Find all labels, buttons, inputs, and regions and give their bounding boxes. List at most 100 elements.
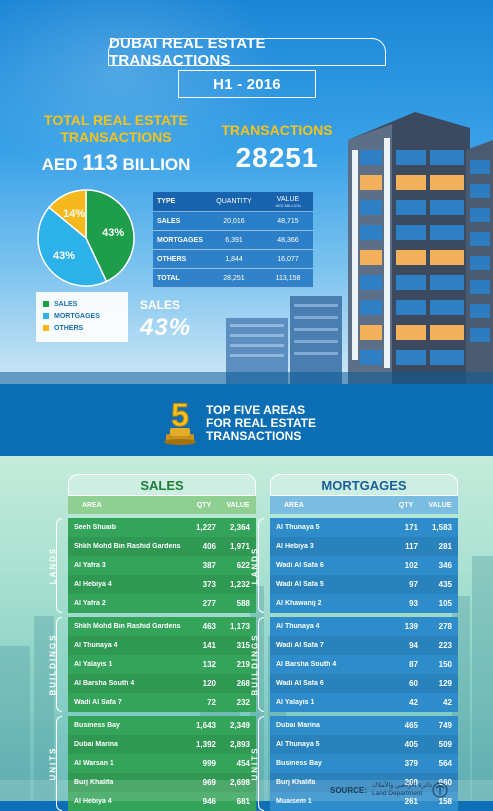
group-label-text: LANDS [250, 546, 260, 585]
legend-item: SALES [43, 298, 121, 310]
area-value: 232 [236, 698, 250, 707]
area-name: Seeh Shuaib [74, 524, 117, 531]
area-row: Al Yafra 3 387 622 [68, 556, 256, 575]
area-row: Seeh Shuaib 1,227 2,364 [68, 518, 256, 537]
building-window [396, 275, 426, 290]
area-value: 1,583 [431, 523, 452, 532]
group-label-text: BUILDINGS [250, 633, 260, 696]
table-cell: 20,016 [223, 217, 245, 225]
area-qty: 97 [409, 580, 418, 589]
table-header-cell: QUANTITY [216, 198, 252, 205]
area-value: 660 [438, 778, 452, 787]
area-group: LANDS Seeh Shuaib 1,227 2,364 Shkh Mohd Bin … [49, 518, 256, 613]
area-value: 749 [438, 721, 452, 730]
table-cell: 1,844 [225, 255, 243, 263]
area-row: Business Bay 1,643 2,349 [68, 716, 256, 735]
building-window [360, 275, 382, 290]
area-value: 105 [438, 599, 452, 608]
area-row: Shkh Mohd Bin Rashid Gardens 406 1,971 [68, 537, 256, 556]
table-cell: 28,251 [223, 274, 245, 282]
area-name: Dubai Marina [74, 741, 118, 748]
total-unit: BILLION [122, 155, 191, 174]
pie-label: 43% [102, 227, 124, 239]
area-value: 2,698 [229, 778, 250, 787]
building-illustration [0, 112, 493, 384]
area-name: Al Hebiya 4 [74, 581, 112, 588]
area-name: Wadi Al Safa 5 [276, 581, 324, 588]
area-qty: 171 [404, 523, 418, 532]
building-window [430, 175, 464, 190]
area-value: 1,232 [229, 580, 250, 589]
area-qty: 463 [202, 622, 216, 631]
legend-swatch [43, 325, 49, 331]
pie-slice-sales [85, 189, 135, 283]
area-name: Al Yalayis 1 [276, 699, 315, 706]
column-header-value: VALUE [428, 501, 452, 509]
top5-line2: FOR REAL ESTATE [206, 416, 317, 430]
area-value: 219 [236, 660, 250, 669]
source-label: SOURCE: [330, 786, 367, 795]
area-row: Al Barsha South 4 120 268 [68, 674, 256, 693]
area-row: Burj Khalifa 969 2,698 [68, 773, 256, 792]
total-transactions-label: TOTAL REAL ESTATE TRANSACTIONS [26, 112, 206, 146]
sky-glow [0, 0, 280, 180]
area-row: Wadi Al Safa 7 94 223 [270, 636, 458, 655]
area-value: 129 [438, 679, 452, 688]
total-amount: 113 [82, 150, 118, 175]
pie-slice-mortgages [37, 206, 108, 287]
top5-line1: TOP FIVE AREAS [206, 403, 306, 417]
area-qty: 132 [202, 660, 216, 669]
legend-item: OTHERS [43, 322, 121, 334]
area-name: Al Warsan 1 [74, 760, 114, 767]
area-qty: 969 [202, 778, 216, 787]
area-name: Al Barsha South 4 [276, 661, 337, 668]
area-qty: 405 [404, 740, 418, 749]
footer [0, 780, 493, 801]
table-header-row: TYPE QUANTITY VALUE AED MILLION [153, 192, 313, 212]
area-qty: 87 [409, 660, 418, 669]
trophy-icon: 5 [164, 397, 196, 445]
group-bracket [56, 617, 62, 712]
land-department-name: دائرة الأراضي والأملاك Land Department [372, 782, 432, 798]
area-row: Al Barsha South 4 87 150 [270, 655, 458, 674]
building-window [360, 150, 382, 165]
area-value: 281 [438, 542, 452, 551]
area-name: Burj Khalifa [74, 779, 114, 786]
area-name: Shkh Mohd Bin Rashid Gardens [74, 543, 181, 550]
title-box: DUBAI REAL ESTATE TRANSACTIONS H1 - 2016 [108, 35, 386, 100]
transactions-table: TYPE QUANTITY VALUE AED MILLION SALES 20,016 4… [153, 192, 313, 288]
area-qty: 94 [409, 641, 418, 650]
area-name: Business Bay [74, 722, 120, 729]
area-name: Al Thunaya 4 [276, 623, 320, 630]
area-value: 268 [236, 679, 250, 688]
building-window [430, 200, 464, 215]
area-qty: 387 [202, 561, 216, 570]
group-label-text: LANDS [48, 546, 58, 585]
pie-slice-others [47, 189, 87, 240]
area-name: Wadi Al Safa 6 [276, 562, 324, 569]
top5-number: 5 [171, 397, 189, 433]
column-header-qty: QTY [398, 501, 414, 509]
area-group: LANDS Al Thunaya 5 171 1,583 Al Hebiya 3 117 2… [251, 518, 458, 613]
area-qty: 465 [404, 721, 418, 730]
area-qty: 999 [202, 759, 216, 768]
building-window [430, 150, 464, 165]
area-value: 42 [443, 698, 452, 707]
group-label: LANDS [44, 518, 62, 613]
area-qty: 373 [202, 580, 216, 589]
column-header-value: VALUE [226, 501, 250, 509]
table-cell: MORTGAGES [157, 236, 203, 244]
land-department-name-en: Land Department [372, 790, 423, 797]
building-window [396, 150, 426, 165]
area-qty: 102 [404, 561, 418, 570]
group-label: LANDS [246, 518, 264, 613]
area-row: Al Warsan 1 999 454 [68, 754, 256, 773]
building-window [396, 325, 426, 340]
area-name: Al Yalayis 1 [74, 661, 113, 668]
area-name: Al Barsha South 4 [74, 680, 135, 687]
table-row: OTHERS 1,844 16,077 [153, 250, 313, 269]
legend-label: MORTGAGES [54, 312, 100, 320]
area-qty: 93 [409, 599, 418, 608]
table-cell: OTHERS [157, 255, 187, 263]
building-window [430, 300, 464, 315]
